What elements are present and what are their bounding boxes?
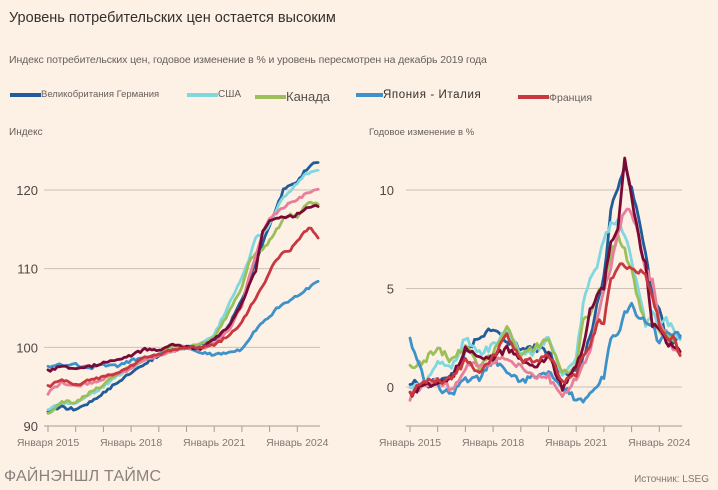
legend-swatch [518,94,549,99]
legend: Великобритания Германия США Канада Япони… [9,89,718,105]
left-series-line-США [46,168,320,412]
source-note: Источник: LSEG [634,474,709,485]
right-series-line-Германия [408,156,682,398]
right-chart-label: Годовое изменение в % [369,127,475,138]
legend-item-france: Франция [518,89,592,104]
chart-subtitle: Индекс потребительских цен, годовое изме… [9,54,487,66]
left-series-line-Франция [46,226,320,388]
legend-item-japan-italy: Япония - Италия [356,89,481,101]
x-tick-label: Январь 2015 [379,437,441,449]
legend-label: Великобритания Германия [41,89,160,100]
legend-label: Франция [549,92,593,104]
x-tick-label: Январь 2021 [183,437,245,449]
right-series-line-Франция [408,262,682,397]
legend-swatch [187,92,218,97]
x-tick-label: Январь 2018 [100,437,162,449]
left-series-line-Великобритания [46,161,320,413]
legend-swatch [10,92,41,97]
legend-item-canada: Канада [255,89,330,104]
left-series-line-Германия [46,204,320,373]
chart-title: Уровень потребительских цен остается выс… [9,10,336,26]
legend-item-usa: США [187,89,241,100]
y-tick-label: 5 [387,282,394,297]
y-tick-label: 90 [24,419,38,434]
y-tick-label: 10 [380,183,394,198]
left-series-line-Италия [46,187,320,396]
x-tick-label: Январь 2018 [462,437,524,449]
x-tick-label: Январь 2024 [628,437,690,449]
y-tick-label: 0 [387,380,394,395]
x-tick-label: Январь 2024 [266,437,328,449]
legend-label: США [218,89,242,100]
y-tick-label: 100 [16,340,38,355]
legend-label: Япония - Италия [383,89,482,101]
right-series-line-Япония [408,301,682,404]
legend-swatch [356,93,383,97]
y-tick-label: 120 [16,183,38,198]
x-tick-label: Января 2015 [17,437,80,449]
legend-swatch [255,94,286,99]
legend-item-uk-germany: Великобритания Германия [10,89,159,100]
ft-brand-logo: ФАЙНЭНШЛ ТАЙМС [4,468,162,485]
left-series-line-Япония [46,279,320,371]
right-series-line-Канада [408,232,682,375]
x-tick-label: Январь 2021 [545,437,607,449]
left-chart-label: Индекс [9,127,43,138]
y-tick-label: 110 [17,262,38,277]
legend-label: Канада [286,89,331,104]
